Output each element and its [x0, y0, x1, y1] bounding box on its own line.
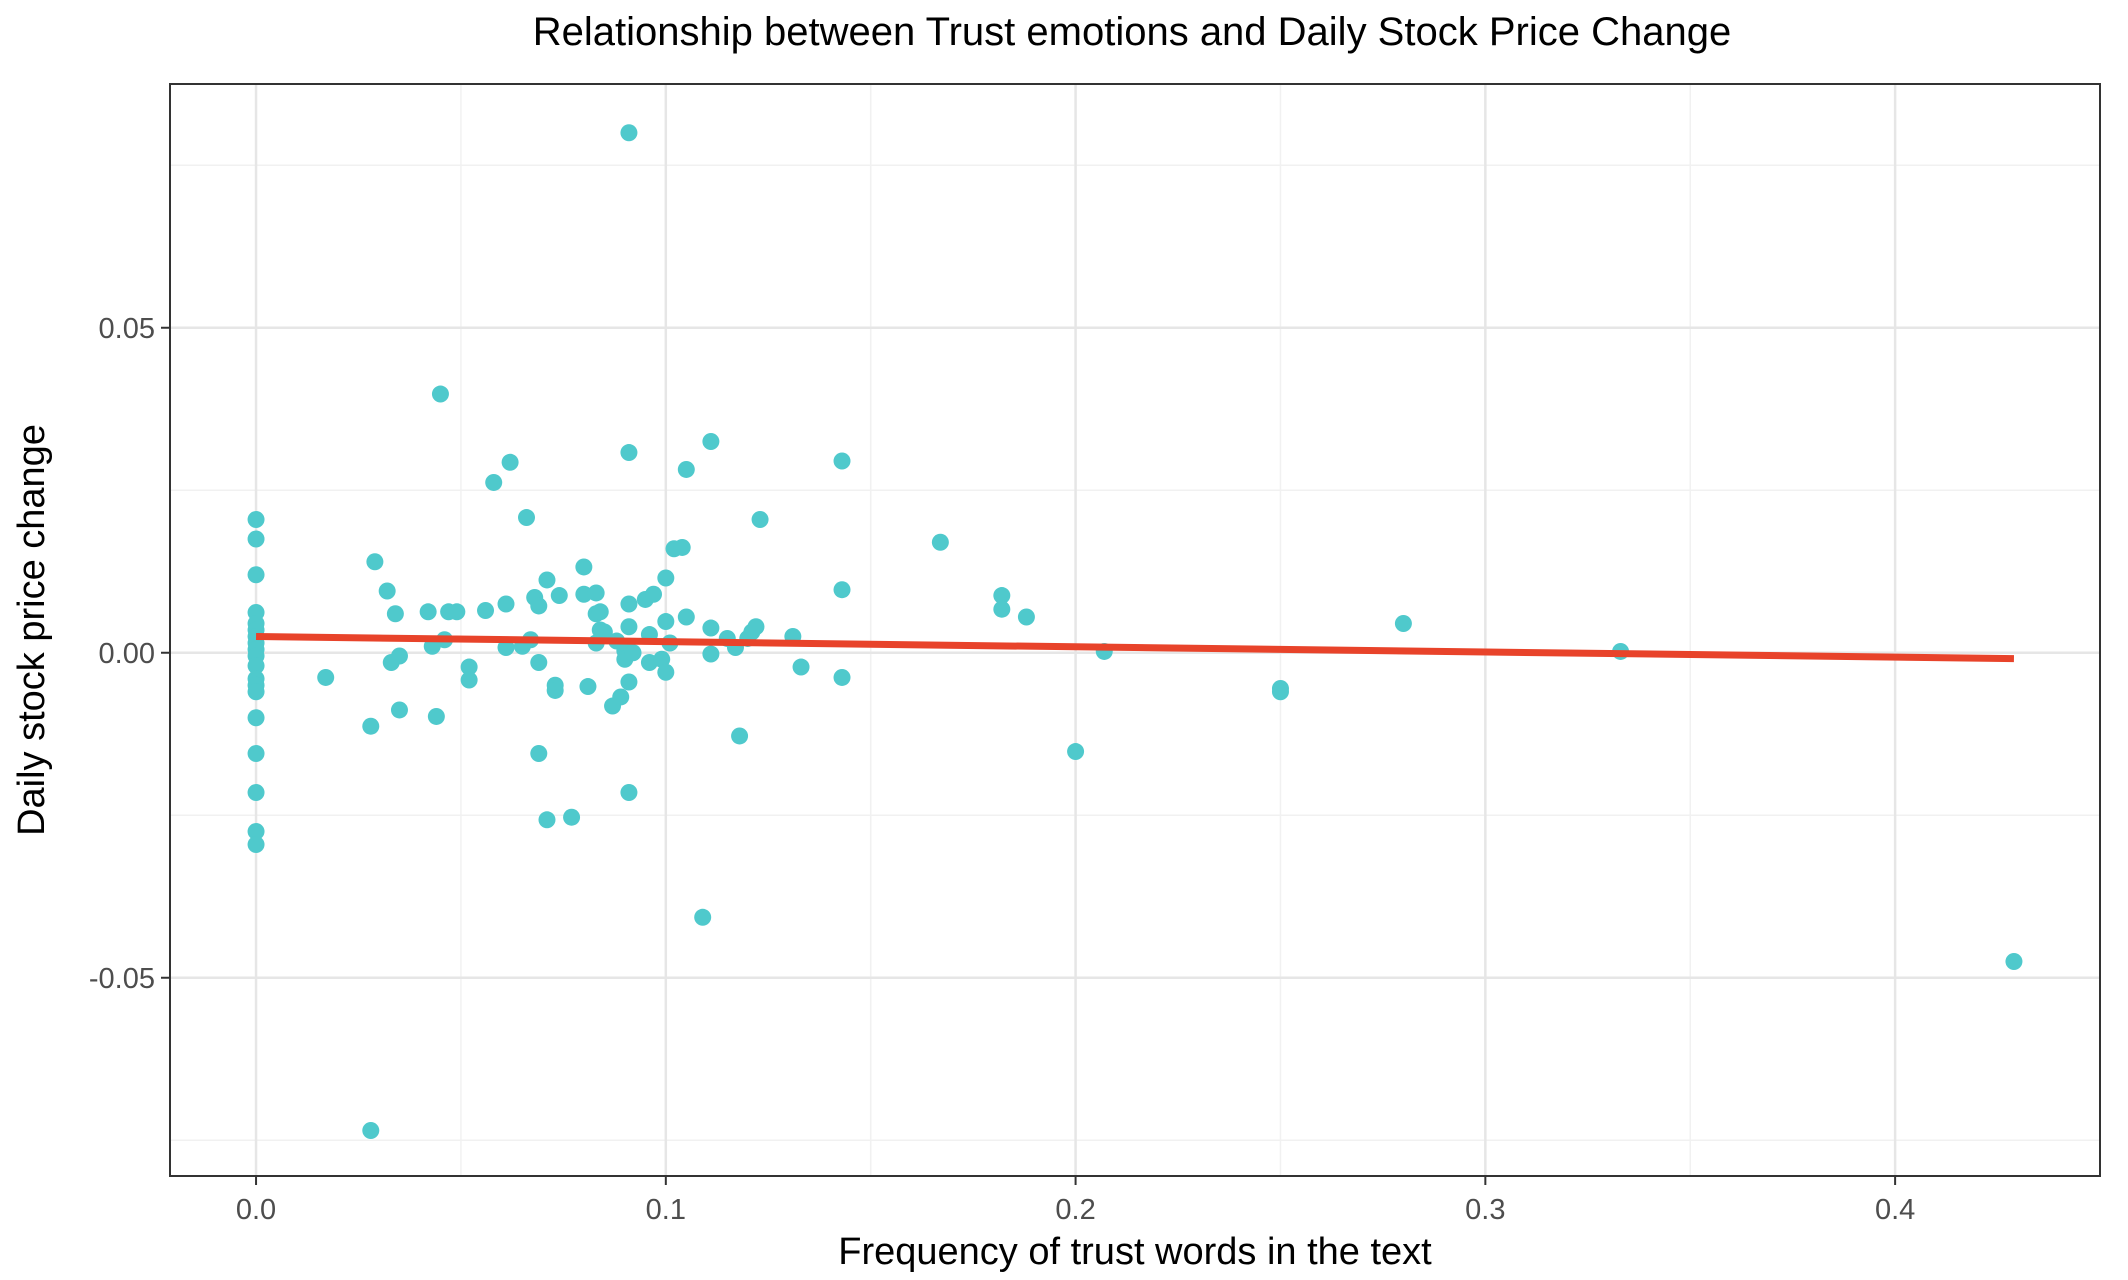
data-point	[1017, 608, 1035, 626]
data-point	[538, 571, 556, 589]
data-point	[657, 663, 675, 681]
data-point	[497, 595, 515, 613]
data-point	[1394, 615, 1412, 632]
data-point	[694, 908, 712, 926]
data-point	[657, 569, 675, 587]
data-point	[563, 808, 581, 826]
data-point	[386, 605, 404, 623]
data-point	[931, 533, 949, 551]
data-point	[1271, 683, 1289, 701]
data-point	[247, 823, 265, 840]
x-tick-label: 0.2	[1055, 1194, 1095, 1226]
x-tick-label: 0.3	[1465, 1194, 1505, 1226]
data-point	[247, 511, 265, 528]
data-point	[645, 585, 663, 603]
trend-line	[256, 633, 2014, 663]
data-point	[620, 673, 638, 691]
y-tick-label: -0.05	[89, 963, 155, 995]
data-point	[677, 608, 695, 626]
data-point	[530, 745, 548, 762]
data-point	[993, 600, 1011, 618]
data-point	[612, 688, 630, 706]
data-point	[362, 717, 380, 735]
trend-line-group	[256, 633, 2014, 663]
minor-gridlines	[170, 84, 2100, 1176]
data-point	[517, 509, 535, 527]
data-point	[538, 811, 556, 829]
x-tick-label: 0.4	[1875, 1194, 1915, 1226]
x-tick-label: 0.1	[646, 1194, 686, 1226]
data-point	[575, 585, 593, 603]
data-point	[247, 530, 265, 548]
data-point	[247, 836, 265, 853]
plot-panel-border	[169, 83, 2101, 1177]
data-point	[620, 784, 638, 801]
data-point	[751, 511, 769, 528]
data-point	[485, 473, 503, 491]
data-point	[620, 444, 638, 462]
data-point	[497, 639, 515, 657]
major-gridlines	[170, 84, 2100, 1176]
data-point	[247, 709, 265, 727]
y-tick-label: 0.00	[99, 638, 155, 670]
data-point	[657, 613, 675, 631]
data-point	[378, 582, 396, 600]
data-point	[419, 603, 437, 621]
data-point	[366, 553, 384, 571]
y-axis-title: Daily stock price change	[11, 424, 53, 836]
data-point	[587, 584, 605, 602]
data-point	[731, 727, 749, 745]
data-point	[792, 658, 810, 676]
data-point	[546, 681, 564, 699]
data-point	[833, 581, 851, 599]
data-point	[702, 433, 720, 450]
data-point	[747, 618, 765, 636]
data-point	[431, 385, 449, 403]
data-point	[702, 619, 720, 637]
data-point	[460, 671, 478, 689]
data-point	[591, 603, 609, 621]
data-point	[1067, 743, 1085, 761]
data-point	[477, 602, 495, 619]
data-point	[579, 678, 597, 696]
data-point	[620, 124, 638, 142]
data-point	[390, 701, 408, 719]
data-point	[247, 784, 265, 801]
data-point	[2005, 953, 2023, 970]
data-point	[595, 623, 613, 641]
data-point	[673, 538, 691, 556]
data-point	[247, 657, 265, 675]
x-axis-ticks: 0.0 0.1 0.2 0.3 0.4	[236, 1176, 1915, 1226]
data-point	[448, 603, 466, 621]
data-point	[653, 650, 671, 668]
data-point	[501, 453, 519, 471]
data-point	[620, 618, 638, 636]
data-point	[317, 668, 335, 686]
data-point	[833, 452, 851, 470]
data-point	[575, 558, 593, 576]
data-point	[620, 595, 638, 613]
data-point	[362, 1122, 380, 1139]
data-points	[247, 124, 2023, 1139]
x-axis-title: Frequency of trust words in the text	[838, 1231, 1432, 1273]
data-point	[550, 587, 568, 605]
data-point	[460, 658, 478, 676]
data-point	[677, 460, 695, 478]
data-point	[247, 566, 265, 584]
y-tick-label: 0.05	[99, 313, 155, 345]
data-point	[530, 654, 548, 671]
data-point	[833, 668, 851, 686]
data-point	[530, 597, 548, 615]
data-point	[702, 645, 720, 663]
data-point	[247, 683, 265, 701]
x-tick-label: 0.0	[236, 1194, 276, 1226]
chart-title: Relationship between Trust emotions and …	[533, 10, 1731, 54]
data-point	[624, 644, 642, 662]
data-point	[390, 647, 408, 665]
data-point	[247, 745, 265, 762]
y-axis-ticks: -0.05 0.00 0.05	[89, 313, 170, 995]
data-point	[993, 587, 1011, 605]
data-point	[427, 707, 445, 725]
